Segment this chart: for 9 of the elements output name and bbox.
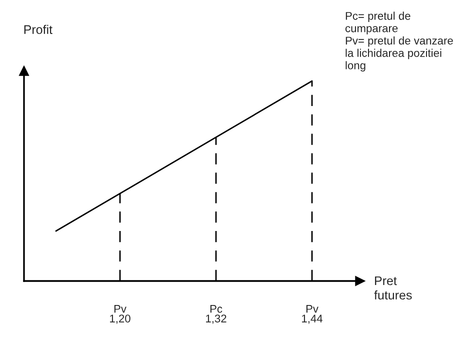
x-tick-label: 1,32 [206, 314, 226, 324]
ref-line-label: Pc [210, 305, 222, 313]
x-axis-title: Pret futures [374, 276, 412, 300]
x-tick-label: 1,44 [302, 314, 322, 324]
x-tick-label: 1,20 [110, 314, 130, 324]
ref-line-label: Pv [114, 305, 126, 313]
text: Pc= pretul de cumparare Pv= pretul de vanzare la lichidarea pozitiei long [345, 12, 453, 72]
y-axis-title: Profit [24, 24, 52, 34]
ref-line-label: Pv [306, 305, 318, 313]
